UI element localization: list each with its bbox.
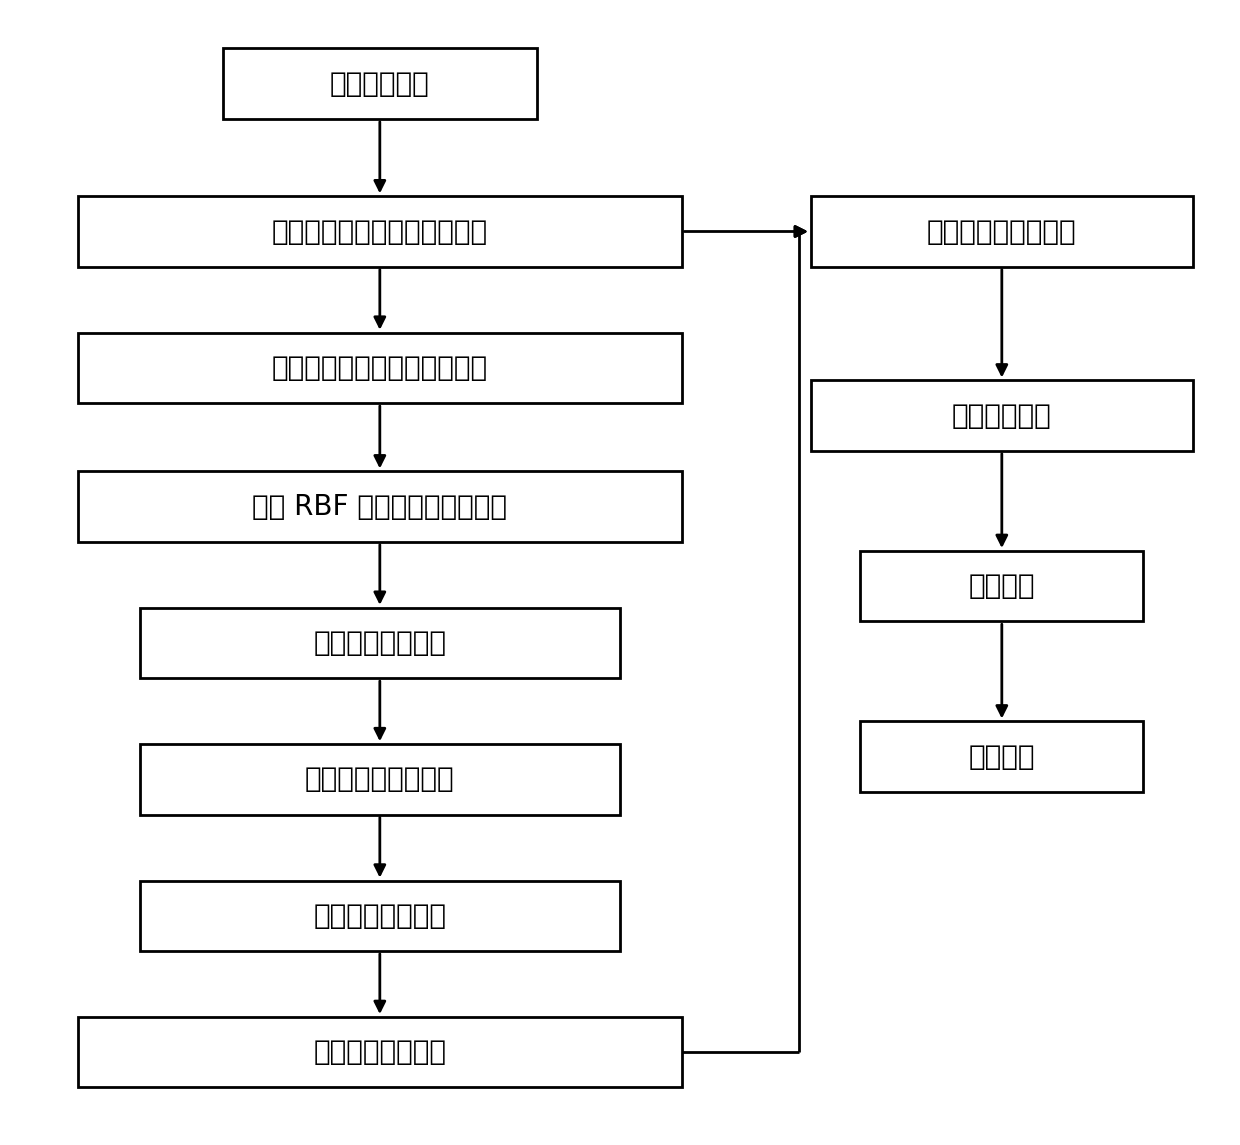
Text: 设计残差范数: 设计残差范数 [952,402,1052,429]
Bar [78,1017,682,1088]
Text: 获得常值神经网络: 获得常值神经网络 [314,1039,446,1066]
Bar [223,48,537,119]
Bar [78,472,682,542]
Text: 设计神经元编码法则: 设计神经元编码法则 [305,765,455,793]
Bar [78,333,682,403]
Text: 用图论描述电力系统拓扑结构: 用图论描述电力系统拓扑结构 [272,218,487,245]
Text: 全局诊断: 全局诊断 [968,743,1035,771]
Text: 局部诊断: 局部诊断 [968,572,1035,600]
Text: 多机电力系统: 多机电力系统 [330,70,430,97]
Bar [811,196,1193,267]
Text: 设计局部激活算子: 设计局部激活算子 [314,902,446,930]
Bar [78,196,682,267]
Text: 定义短路故障动态、故障集合: 定义短路故障动态、故障集合 [272,354,487,382]
Bar [140,881,620,951]
Bar [861,721,1143,792]
Bar [861,551,1143,622]
Text: 建立 RBF 神经网络动态观测器: 建立 RBF 神经网络动态观测器 [252,492,507,521]
Text: 设计权值更新法则: 设计权值更新法则 [314,629,446,657]
Bar [140,608,620,678]
Bar [811,380,1193,451]
Text: 构造短路故障监测器: 构造短路故障监测器 [928,218,1076,245]
Bar [140,744,620,814]
